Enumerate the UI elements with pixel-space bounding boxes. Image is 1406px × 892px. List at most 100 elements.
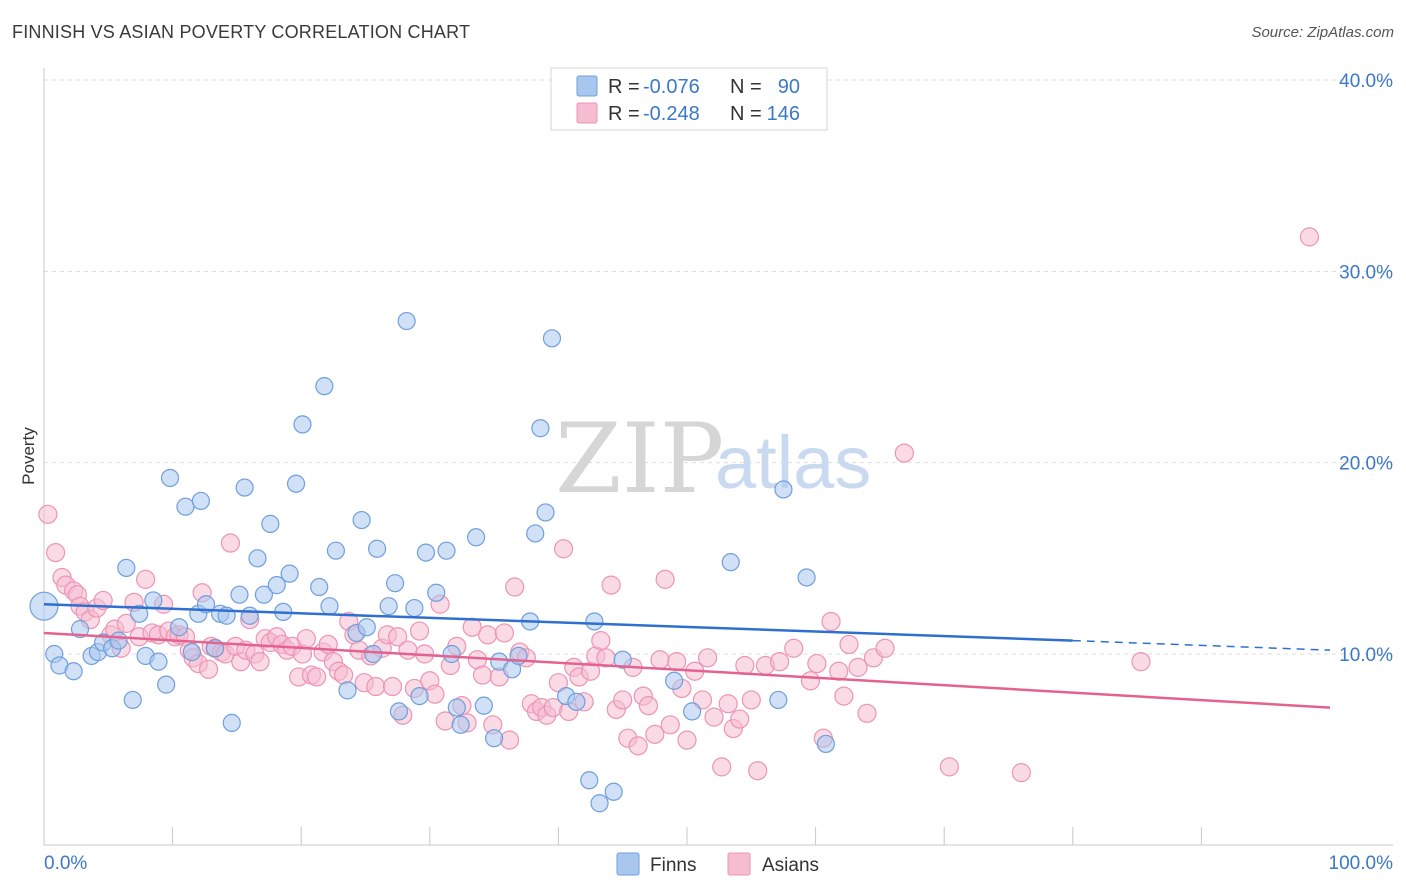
asians-point — [409, 621, 430, 641]
finns-point — [144, 591, 163, 610]
asians-point — [667, 652, 687, 672]
finns-point — [235, 478, 254, 497]
asians-point — [38, 504, 58, 524]
grid — [44, 79, 1393, 655]
finns-point — [315, 377, 334, 396]
asians-point — [748, 761, 768, 781]
asians-point — [472, 665, 493, 685]
y-tick-label: 20.0% — [1339, 454, 1393, 475]
x-tick-max: 100.0% — [1329, 853, 1394, 874]
finns-points — [29, 311, 835, 813]
bottom-legend-finns: Finns — [650, 855, 696, 876]
asians-point — [613, 690, 633, 710]
finns-point — [389, 702, 409, 721]
watermark: ZIP atlas — [555, 403, 871, 515]
legend-r-value-asians: -0.248 — [643, 103, 700, 125]
finns-point — [613, 650, 632, 669]
finns-point — [474, 696, 493, 715]
finns-point — [310, 577, 329, 597]
asians-point — [398, 640, 418, 660]
asians-point — [382, 676, 403, 697]
asians-point — [499, 730, 520, 750]
finns-point — [70, 620, 90, 639]
finns-point — [157, 675, 176, 694]
asians-point — [388, 627, 408, 647]
asians-point — [334, 665, 354, 685]
finns-point — [320, 597, 339, 616]
legend-r-value-finns: -0.076 — [643, 76, 700, 98]
finns-point — [117, 558, 136, 578]
finns-point — [254, 585, 274, 604]
finns-point — [410, 686, 429, 706]
asians-point — [591, 631, 611, 651]
asians-point — [741, 690, 761, 710]
asians-point — [478, 625, 498, 645]
finns-point — [176, 497, 195, 516]
asians-point — [821, 611, 841, 632]
asians-point — [220, 533, 241, 553]
asians-point — [366, 676, 386, 697]
asians-point — [704, 707, 724, 727]
legend-r-label-asians: R = — [608, 103, 640, 125]
bottom-legend-swatch-finns — [616, 852, 640, 876]
y-axis-title: Poverty — [19, 427, 38, 485]
finns-point — [466, 528, 486, 547]
finns-point — [367, 539, 387, 558]
legend-n-label-asians: N = — [730, 103, 762, 125]
asians-point — [697, 648, 718, 668]
asians-point — [735, 655, 755, 676]
finns-point — [683, 702, 702, 721]
asians-point — [650, 650, 670, 670]
finns-trend-extension — [1072, 639, 1331, 651]
legend-n-value-asians: 146 — [767, 103, 800, 125]
chart-title: FINNISH VS ASIAN POVERTY CORRELATION CHA… — [12, 22, 471, 42]
y-tick-label: 10.0% — [1339, 645, 1393, 666]
asians-trend-line — [43, 631, 1331, 709]
finns-point — [261, 514, 280, 533]
finns-point — [542, 329, 562, 348]
finns-point — [485, 729, 504, 748]
finns-point — [580, 771, 599, 790]
asians-point — [875, 638, 895, 658]
finns-point — [240, 606, 259, 625]
finns-point — [536, 503, 555, 522]
asians-point — [1011, 763, 1031, 783]
asians-point — [494, 623, 514, 643]
asians-point — [894, 443, 914, 463]
asians-point — [939, 757, 959, 777]
asians-point — [307, 667, 327, 687]
finns-point — [665, 671, 684, 690]
legend-n-value-finns: 90 — [778, 76, 800, 98]
asians-point — [834, 686, 854, 706]
asians-point — [712, 757, 732, 777]
finns-point — [774, 480, 793, 499]
finns-point — [816, 734, 835, 754]
finns-point — [526, 524, 545, 543]
asians-point — [784, 638, 804, 658]
bottom-legend-asians: Asians — [762, 855, 819, 876]
finns-point — [604, 782, 623, 801]
finns-point — [196, 595, 216, 614]
finns-point — [64, 662, 83, 681]
asians-point — [1131, 652, 1151, 672]
asians-point — [645, 724, 665, 744]
asians-point — [116, 613, 136, 633]
trend-lines — [43, 603, 1331, 709]
finns-point — [149, 652, 168, 671]
asians-point — [296, 629, 316, 649]
finns-point — [191, 491, 210, 511]
asians-point — [839, 634, 859, 655]
finns-point — [405, 598, 424, 618]
finns-point — [451, 715, 470, 734]
asians-point — [199, 659, 219, 679]
finns-point — [123, 690, 142, 710]
finns-point — [230, 585, 249, 604]
asians-point — [655, 569, 675, 589]
finns-point — [567, 692, 586, 711]
asians-point — [93, 590, 113, 611]
finns-point — [442, 644, 461, 664]
finns-point — [248, 549, 267, 568]
asians-point — [848, 657, 868, 677]
legend: R = -0.076 N = 90 R = -0.248 N = 146 — [550, 67, 828, 131]
y-tick-label: 30.0% — [1339, 262, 1393, 283]
